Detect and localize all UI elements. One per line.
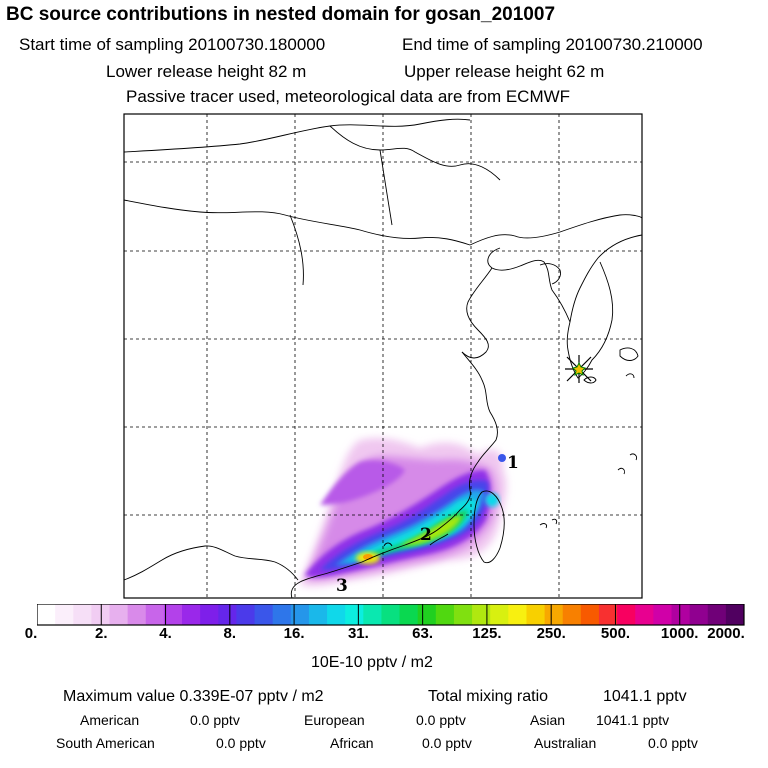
total-mixing-value: 1041.1 pptv xyxy=(603,688,687,705)
colorbar-cell xyxy=(163,604,183,625)
colorbar-cell xyxy=(254,604,274,625)
cluster-marker-2: 2 xyxy=(420,525,432,545)
region-african-value: 0.0 pptv xyxy=(422,735,472,751)
colorbar-tick-label: 0. xyxy=(24,625,38,642)
receptor-star-icon xyxy=(565,355,593,383)
colorbar-cell xyxy=(508,604,527,625)
colorbar-cell xyxy=(580,604,600,625)
colorbar-cell xyxy=(689,604,709,625)
colorbar-cell xyxy=(218,604,237,625)
region-european-value: 0.0 pptv xyxy=(416,712,466,728)
colorbar-tick-label: 1000. xyxy=(660,625,699,642)
plot-title: BC source contributions in nested domain… xyxy=(6,4,556,25)
colorbar-cell xyxy=(381,604,401,625)
colorbar-cell xyxy=(73,604,92,625)
region-south-american-name: South American xyxy=(56,735,155,751)
tracer-note: Passive tracer used, meteorological data… xyxy=(126,87,571,106)
total-mixing-label: Total mixing ratio xyxy=(428,688,549,705)
map-frame xyxy=(123,113,643,599)
colorbar-cell xyxy=(272,604,292,625)
max-value-label: Maximum value 0.339E-07 pptv / m2 xyxy=(63,688,324,705)
region-asian-name: Asian xyxy=(530,712,566,728)
colorbar-cell xyxy=(399,604,419,625)
source-contribution-map: 1 2 3 xyxy=(123,113,643,599)
colorbar-cell xyxy=(182,604,201,625)
colorbar-tick-label: 4. xyxy=(159,625,172,642)
end-time-label: End time of sampling 20100730.210000 xyxy=(402,35,703,54)
colorbar-cell xyxy=(37,604,56,625)
region-asian-value: 1041.1 pptv xyxy=(596,712,670,728)
colorbar-tick-label: 125. xyxy=(472,625,502,642)
region-south-american-value: 0.0 pptv xyxy=(216,735,266,751)
colorbar-cell xyxy=(526,604,546,625)
region-australian-value: 0.0 pptv xyxy=(648,735,698,751)
colorbar-cell xyxy=(653,604,672,625)
colorbar-tick-label: 2. xyxy=(95,625,108,642)
colorbar-cell xyxy=(707,604,727,625)
colorbar-cell xyxy=(290,604,310,625)
graticule xyxy=(124,114,642,598)
region-european-name: European xyxy=(304,712,365,728)
colorbar-cell xyxy=(55,604,74,625)
colorbar-cell xyxy=(363,604,382,625)
colorbar-cell xyxy=(671,604,691,625)
start-time-label: Start time of sampling 20100730.180000 xyxy=(19,35,326,54)
upper-release-label: Upper release height 62 m xyxy=(404,62,605,81)
colorbar-cell xyxy=(91,604,111,625)
colorbar-cell xyxy=(598,604,618,625)
colorbar-tick-label: 31. xyxy=(347,625,369,642)
region-american-name: American xyxy=(80,712,140,728)
colorbar-cell xyxy=(435,604,455,625)
colorbar-tick-label: 63. xyxy=(412,625,434,642)
colorbar-cell xyxy=(109,604,129,625)
colorbar-cell xyxy=(345,604,364,625)
colorbar-cell xyxy=(562,604,582,625)
colorbar-tick-label: 500. xyxy=(600,625,631,642)
colorbar-cell xyxy=(472,604,491,625)
colorbar-tick-label: 2000. xyxy=(707,625,745,642)
colorbar-cell xyxy=(453,604,473,625)
colorbar-cell xyxy=(236,604,256,625)
colorbar-tick-label: 16. xyxy=(283,625,305,642)
colorbar-unit: 10E-10 pptv / m2 xyxy=(311,654,433,671)
colorbar-cell xyxy=(200,604,219,625)
cluster-marker-3: 3 xyxy=(336,576,348,596)
colorbar-tick-label: 8. xyxy=(223,625,237,642)
colorbar-cell xyxy=(417,604,437,625)
colorbar-tick-label: 250. xyxy=(536,625,566,642)
colorbar-cell xyxy=(327,604,346,625)
colorbar-cell xyxy=(635,604,654,625)
lower-release-label: Lower release height 82 m xyxy=(106,62,307,81)
colorbar-cell xyxy=(617,604,636,625)
colorbar-cell xyxy=(308,604,328,625)
colorbar xyxy=(37,604,745,626)
region-african-name: African xyxy=(330,735,374,751)
region-australian-name: Australian xyxy=(534,735,597,751)
colorbar-cell xyxy=(544,604,564,625)
colorbar-cell xyxy=(127,604,147,625)
concentration-plume xyxy=(300,437,507,587)
region-american-value: 0.0 pptv xyxy=(190,712,240,728)
colorbar-cell xyxy=(725,604,745,625)
colorbar-cell xyxy=(145,604,165,625)
cluster-marker-1: 1 xyxy=(507,453,519,473)
colorbar-cell xyxy=(490,604,509,625)
